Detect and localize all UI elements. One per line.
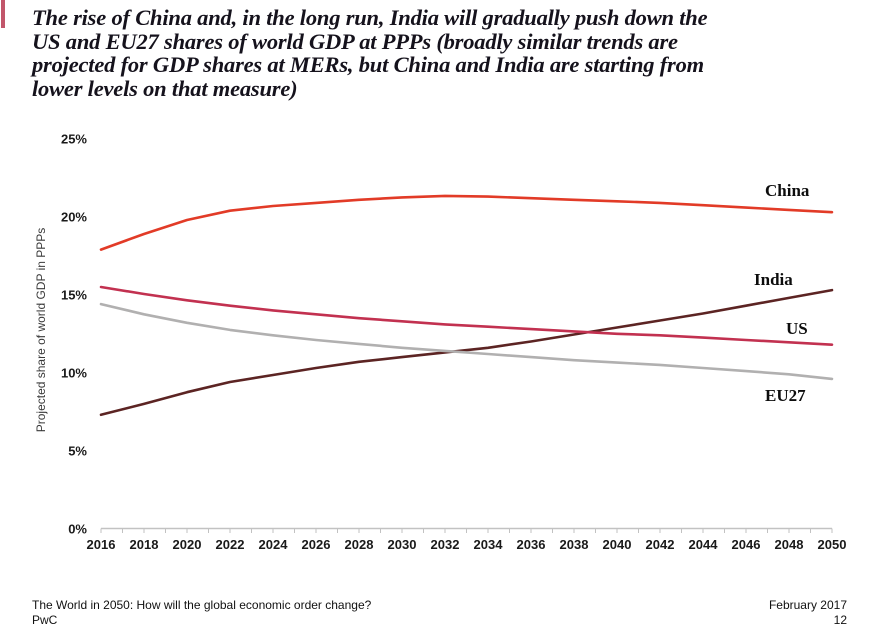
title-line: projected for GDP shares at MERs, but Ch…	[32, 52, 704, 77]
series-line-us	[99, 285, 834, 346]
footer-doc-title: The World in 2050: How will the global e…	[32, 598, 372, 612]
y-tick-label: 20%	[60, 209, 87, 225]
y-tick-label: 25%	[60, 131, 87, 147]
y-tick-label: 15%	[60, 287, 87, 303]
plot-area	[99, 194, 834, 533]
x-tick-label: 2050	[817, 536, 847, 552]
x-tick-label: 2016	[86, 536, 116, 552]
x-tick-label: 2028	[344, 536, 374, 552]
gdp-share-line-chart: Projected share of world GDP in PPPs 0% 5…	[0, 110, 879, 580]
series-label-china: China	[765, 181, 810, 200]
x-tick-label: 2038	[559, 536, 589, 552]
title-line: The rise of China and, in the long run, …	[32, 5, 708, 30]
page-title: The rise of China and, in the long run, …	[32, 6, 862, 100]
accent-bar	[1, 0, 5, 28]
x-tick-label: 2036	[516, 536, 546, 552]
y-tick-label: 10%	[60, 365, 87, 381]
series-line-india	[99, 288, 834, 417]
x-tick-label: 2034	[473, 536, 503, 552]
x-tick-label: 2018	[129, 536, 159, 552]
x-tick-label: 2046	[731, 536, 761, 552]
title-line: lower levels on that measure)	[32, 75, 298, 101]
title-line: US and EU27 shares of world GDP at PPPs …	[32, 28, 678, 54]
y-tick-label: 5%	[68, 443, 87, 459]
series-label-india: India	[754, 270, 793, 289]
x-tick-label: 2022	[215, 536, 245, 552]
series-line-china	[99, 194, 834, 251]
x-tick-label: 2026	[301, 536, 331, 552]
y-tick-label: 0%	[68, 521, 87, 536]
x-tick-label: 2044	[688, 536, 718, 552]
series-line-eu27	[99, 302, 834, 381]
series-label-eu27: EU27	[765, 386, 806, 405]
x-tick-label: 2030	[387, 536, 417, 552]
series-label-us: US	[786, 319, 808, 338]
footer-brand: PwC	[32, 613, 58, 627]
footer-page-number: 12	[833, 613, 847, 627]
x-tick-label: 2024	[258, 536, 288, 552]
x-tick-label: 2042	[645, 536, 675, 552]
x-tick-label: 2032	[430, 536, 460, 552]
footer-date: February 2017	[768, 598, 847, 612]
x-tick-label: 2020	[172, 536, 202, 552]
x-tick-label: 2048	[774, 536, 804, 552]
x-tick-label: 2040	[602, 536, 632, 552]
